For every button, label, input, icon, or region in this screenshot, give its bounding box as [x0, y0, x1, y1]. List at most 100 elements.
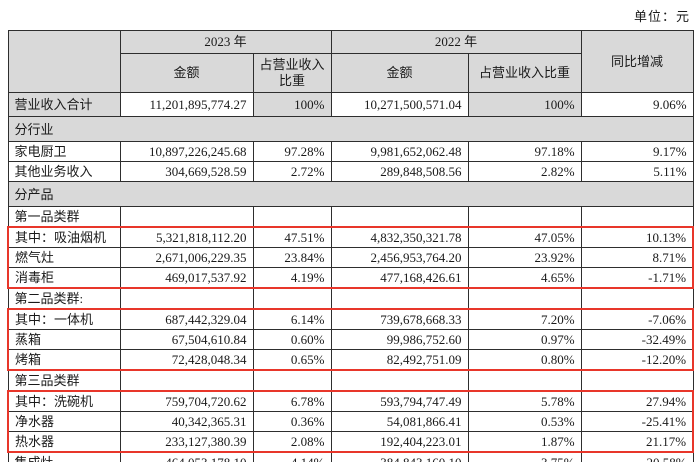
amount-2023-cell: 2,671,006,229.35	[119, 247, 254, 268]
yoy-cell	[580, 206, 694, 228]
table-row: 烤箱 72,428,048.34 0.65% 82,492,751.09 0.80% -1…	[7, 349, 695, 371]
table-body: 营业收入合计 11,201,895,774.27 100% 10,271,500,57…	[7, 92, 695, 462]
yoy-cell: 5.11%	[580, 161, 694, 182]
share-2023-cell: 100%	[252, 92, 332, 117]
share-2022-cell: 0.97%	[467, 329, 582, 350]
share-2022-cell: 100%	[467, 92, 582, 117]
amount-2023-cell: 11,201,895,774.27	[119, 92, 254, 117]
yoy-cell: -12.20%	[580, 349, 695, 371]
amount-2023-cell: 464,053,178.10	[119, 451, 254, 462]
section-row: 分产品	[7, 181, 694, 207]
share-2023-cell: 0.36%	[252, 411, 332, 432]
amount-2022-cell: 4,832,350,321.78	[330, 226, 469, 248]
yoy-cell	[580, 369, 694, 392]
row-label: 蒸箱	[7, 329, 121, 350]
share-2022-header: 占营业收入比重	[467, 53, 582, 93]
row-label: 营业收入合计	[7, 92, 121, 117]
table-row: 家电厨卫 10,897,226,245.68 97.28% 9,981,652,062…	[7, 141, 694, 162]
row-label: 家电厨卫	[7, 141, 121, 162]
yoy-cell: 10.13%	[580, 226, 695, 248]
amount-2022-cell: 192,404,223.01	[330, 431, 469, 453]
table-row: 净水器 40,342,365.31 0.36% 54,081,866.41 0.53% -…	[7, 411, 695, 432]
amount-2023-cell	[119, 369, 254, 392]
table-row: 第二品类群:	[7, 287, 694, 310]
amount-2022-cell: 9,981,652,062.48	[330, 141, 469, 162]
amount-2022-cell	[330, 206, 469, 228]
amount-2022-cell: 10,271,500,571.04	[330, 92, 469, 117]
amount-2022-cell: 384,843,160.10	[330, 451, 469, 462]
amount-2023-cell: 304,669,528.59	[119, 161, 254, 182]
revenue-breakdown-table: 2023 年 2022 年 同比增减 金额 占营业收入比重 金额 占营业收入比重…	[7, 30, 695, 462]
share-2022-cell: 0.53%	[467, 411, 582, 432]
header-row-metrics: 金额 占营业收入比重 金额 占营业收入比重	[8, 53, 693, 93]
amount-2022-cell: 289,848,508.56	[330, 161, 469, 182]
header-row-years: 2023 年 2022 年 同比增减	[7, 30, 694, 93]
amount-2023-cell	[119, 287, 254, 310]
table-row: 消毒柜 469,017,537.92 4.19% 477,168,426.61 4.65…	[7, 267, 695, 289]
amount-2022-cell	[330, 287, 469, 310]
share-2022-cell	[467, 206, 582, 228]
share-2022-cell: 23.92%	[467, 247, 582, 268]
yoy-cell: -25.41%	[580, 411, 695, 432]
share-2023-cell: 2.72%	[252, 161, 332, 182]
table-row: 其中：吸油烟机 5,321,818,112.20 47.51% 4,832,350,3…	[7, 226, 695, 248]
amount-2023-cell: 10,897,226,245.68	[119, 141, 254, 162]
yoy-cell: 8.71%	[580, 247, 695, 268]
yoy-cell: 9.06%	[580, 92, 694, 117]
share-2023-cell: 4.14%	[252, 451, 332, 462]
amount-2022-cell: 82,492,751.09	[330, 349, 469, 371]
table-row: 热水器 233,127,380.39 2.08% 192,404,223.01 1.87…	[7, 431, 695, 453]
amount-2023-cell: 72,428,048.34	[119, 349, 254, 371]
table-row: 第三品类群	[7, 369, 694, 392]
section-label: 分产品	[7, 181, 694, 207]
share-2023-cell	[252, 369, 332, 392]
amount-2023-cell: 233,127,380.39	[119, 431, 254, 453]
share-2022-cell: 7.20%	[467, 308, 582, 330]
amount-2022-cell	[330, 369, 469, 392]
year-2023-header: 2023 年	[119, 30, 332, 54]
row-label: 第三品类群	[7, 369, 121, 392]
row-label: 其中：洗碗机	[7, 390, 121, 412]
section-label: 分行业	[7, 116, 694, 142]
yoy-cell: 9.17%	[580, 141, 694, 162]
share-2022-cell: 97.18%	[467, 141, 582, 162]
row-label: 第一品类群	[7, 206, 121, 228]
row-label: 热水器	[7, 431, 121, 453]
share-2022-cell	[467, 287, 582, 310]
corner-cell	[7, 30, 121, 93]
share-2023-cell	[252, 287, 332, 310]
row-label: 其中：吸油烟机	[7, 226, 121, 248]
amount-2023-cell	[119, 206, 254, 228]
amount-2023-cell: 759,704,720.62	[119, 390, 254, 412]
yoy-cell	[580, 287, 694, 310]
table-row: 蒸箱 67,504,610.84 0.60% 99,986,752.60 0.97% -3…	[7, 329, 695, 350]
share-2023-cell: 6.78%	[252, 390, 332, 412]
share-2023-header: 占营业收入比重	[252, 53, 332, 93]
amount-2023-cell: 67,504,610.84	[119, 329, 254, 350]
amount-2023-cell: 469,017,537.92	[119, 267, 254, 289]
amount-2023-cell: 5,321,818,112.20	[119, 226, 254, 248]
row-label: 燃气灶	[7, 247, 121, 268]
share-2023-cell: 0.65%	[252, 349, 332, 371]
amount-2023-cell: 687,442,329.04	[119, 308, 254, 330]
yoy-cell: -1.71%	[580, 267, 695, 289]
share-2022-cell: 5.78%	[467, 390, 582, 412]
share-2022-cell: 3.75%	[467, 451, 582, 462]
share-2022-cell: 0.80%	[467, 349, 582, 371]
row-label: 消毒柜	[7, 267, 121, 289]
row-label: 其他业务收入	[7, 161, 121, 182]
share-2023-cell: 2.08%	[252, 431, 332, 453]
table-row: 集成灶464,053,178.104.14%384,843,160.103.75…	[7, 451, 694, 462]
table-row: 其中：一体机 687,442,329.04 6.14% 739,678,668.33 7…	[7, 308, 695, 330]
yoy-cell: 21.17%	[580, 431, 695, 453]
share-2022-cell: 2.82%	[467, 161, 582, 182]
yoy-cell: -7.06%	[580, 308, 695, 330]
share-2022-cell: 47.05%	[467, 226, 582, 248]
share-2023-cell: 97.28%	[252, 141, 332, 162]
amount-2022-header: 金额	[330, 53, 469, 93]
yoy-header: 同比增减	[580, 30, 694, 93]
share-2023-cell	[252, 206, 332, 228]
yoy-cell: 20.58%	[580, 451, 694, 462]
amount-2022-cell: 99,986,752.60	[330, 329, 469, 350]
share-2023-cell: 23.84%	[252, 247, 332, 268]
